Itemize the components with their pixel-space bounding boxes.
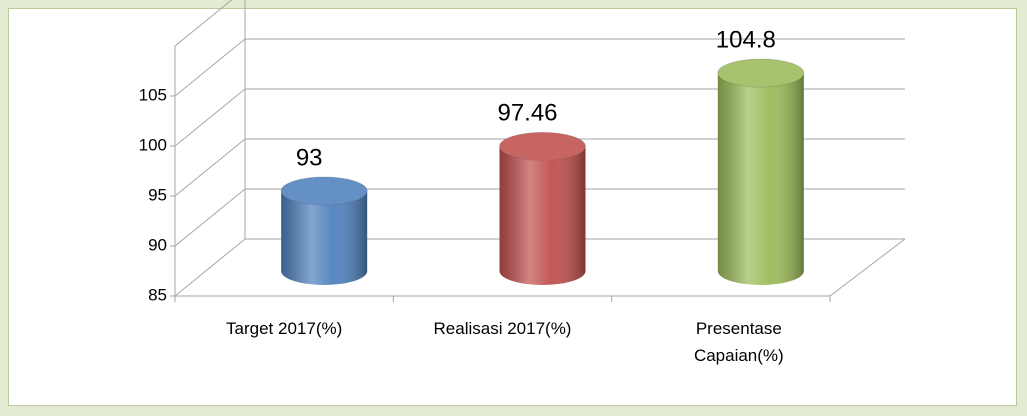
y-tick-label: 100	[139, 135, 167, 154]
wall-edge	[174, 0, 233, 47]
y-tick-label: 85	[148, 285, 167, 304]
grid-line	[174, 238, 246, 297]
floor-edge	[829, 238, 906, 297]
x-tick-label: Presentase Capaian(%)	[693, 319, 784, 365]
grid-line	[174, 38, 246, 97]
bar-top-shine	[717, 59, 804, 87]
bar-shade	[281, 191, 368, 285]
bar-top-shine	[281, 177, 368, 205]
bar-top	[499, 131, 586, 161]
bar-top	[717, 58, 805, 88]
grid-line	[174, 138, 246, 197]
value-label: 97.46	[497, 100, 557, 127]
bar-top	[280, 176, 368, 206]
y-tick-label: 105	[139, 85, 167, 104]
x-tick-label: Target 2017(%)	[226, 319, 343, 338]
y-tick-label: 95	[148, 185, 167, 204]
y-tick-label: 90	[148, 235, 167, 254]
value-label: 104.8	[716, 26, 776, 53]
bar-top-shine	[499, 132, 586, 161]
grid-line	[174, 188, 246, 247]
bar-shade	[717, 73, 804, 285]
grid-line	[174, 88, 246, 147]
bar-shade	[499, 146, 586, 285]
value-label: 93	[296, 144, 323, 171]
x-tick-label: Realisasi 2017(%)	[433, 319, 572, 338]
